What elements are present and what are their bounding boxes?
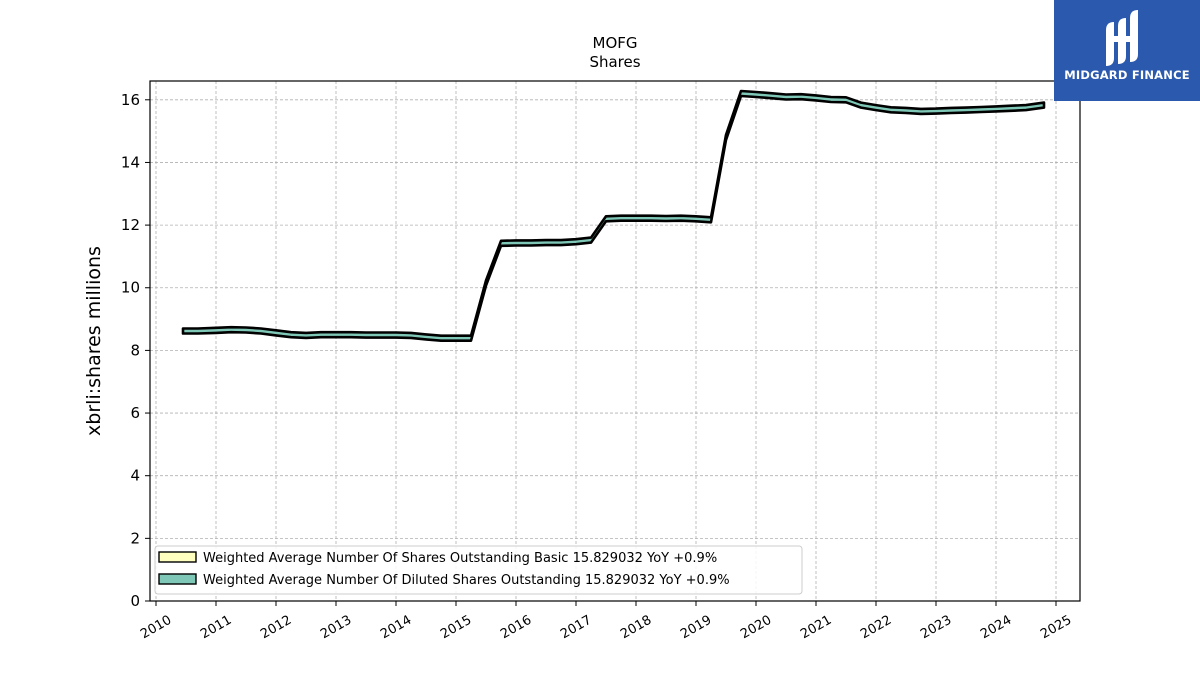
y-tick-label: 16 — [121, 91, 140, 109]
legend-label-diluted: Weighted Average Number Of Diluted Share… — [203, 573, 730, 588]
x-tick-label: 2023 — [918, 613, 954, 643]
y-tick-label: 0 — [130, 592, 140, 610]
x-tick-label: 2019 — [678, 613, 714, 643]
y-tick-label: 14 — [121, 153, 140, 171]
chart-title: MOFG — [593, 34, 638, 52]
legend: Weighted Average Number Of Shares Outsta… — [154, 545, 803, 595]
y-tick-label: 12 — [121, 216, 140, 234]
x-tick-label: 2022 — [858, 613, 894, 643]
x-tick-label: 2021 — [798, 613, 834, 643]
logo-text: MIDGARD FINANCE — [1064, 68, 1190, 82]
chart-subtitle: Shares — [589, 53, 640, 71]
legend-swatch-basic — [158, 551, 197, 563]
y-tick-label: 10 — [121, 279, 140, 297]
x-tick-label: 2011 — [198, 613, 234, 643]
y-axis-label: xbrli:shares millions — [83, 246, 105, 436]
x-tick-label: 2010 — [138, 613, 174, 643]
x-tick-label: 2016 — [498, 613, 534, 643]
series-layer — [181, 89, 1046, 342]
midgard-finance-logo: MIDGARD FINANCE — [1054, 0, 1200, 101]
x-tick-label: 2025 — [1038, 613, 1074, 643]
series-band-diluted — [181, 89, 1046, 342]
x-tick-label: 2012 — [258, 613, 294, 643]
x-tick-label: 2024 — [978, 613, 1014, 643]
x-tick-label: 2015 — [438, 613, 474, 643]
x-tick-label: 2020 — [738, 613, 774, 643]
midgard-finance-logo-icon — [1106, 10, 1138, 66]
x-tick-label: 2018 — [618, 613, 654, 643]
plot-frame — [149, 80, 1081, 602]
grid — [150, 81, 1080, 602]
y-tick-label: 8 — [130, 341, 140, 359]
y-tick-label: 2 — [130, 529, 140, 547]
y-tick-label: 4 — [130, 467, 140, 485]
x-tick-label: 2013 — [318, 613, 354, 643]
y-tick-label: 6 — [130, 404, 140, 422]
x-tick-label: 2014 — [378, 613, 414, 643]
legend-swatch-diluted — [158, 573, 197, 585]
legend-box — [154, 545, 803, 595]
x-tick-label: 2017 — [558, 613, 594, 643]
legend-label-basic: Weighted Average Number Of Shares Outsta… — [203, 551, 717, 566]
